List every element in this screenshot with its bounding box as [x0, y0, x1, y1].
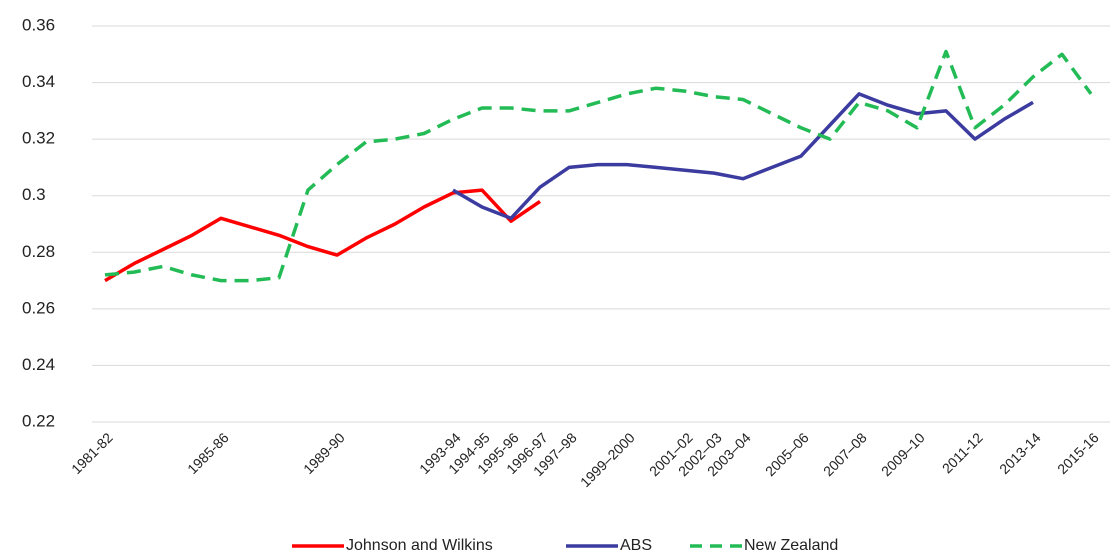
legend-label: Johnson and Wilkins	[346, 537, 493, 554]
y-tick-label: 0.34	[22, 72, 55, 91]
legend-label: New Zealand	[744, 537, 838, 554]
y-tick-label: 0.3	[22, 185, 46, 204]
x-tick-label: 1985-86	[184, 429, 232, 477]
y-tick-label: 0.36	[22, 15, 55, 34]
x-tick-label: 2009–10	[878, 429, 928, 479]
x-tick-label: 2007–08	[820, 429, 870, 479]
y-tick-label: 0.32	[22, 129, 55, 148]
series-line	[104, 188, 541, 283]
x-tick-label: 1989-90	[300, 429, 348, 477]
series-line	[452, 92, 1034, 221]
x-tick-label: 1999–2000	[577, 429, 638, 490]
series-line	[104, 49, 1093, 283]
x-tick-label: 1981-82	[68, 429, 116, 477]
x-tick-label: 2011-12	[939, 429, 986, 476]
x-tick-label: 2005–06	[762, 429, 812, 479]
y-tick-label: 0.26	[22, 298, 55, 317]
y-tick-label: 0.22	[22, 411, 55, 430]
y-tick-label: 0.24	[22, 355, 55, 374]
x-tick-label: 2015-16	[1054, 429, 1102, 477]
y-tick-label: 0.28	[22, 242, 55, 261]
x-tick-label: 2013-14	[996, 429, 1044, 477]
legend-label: ABS	[620, 537, 652, 554]
